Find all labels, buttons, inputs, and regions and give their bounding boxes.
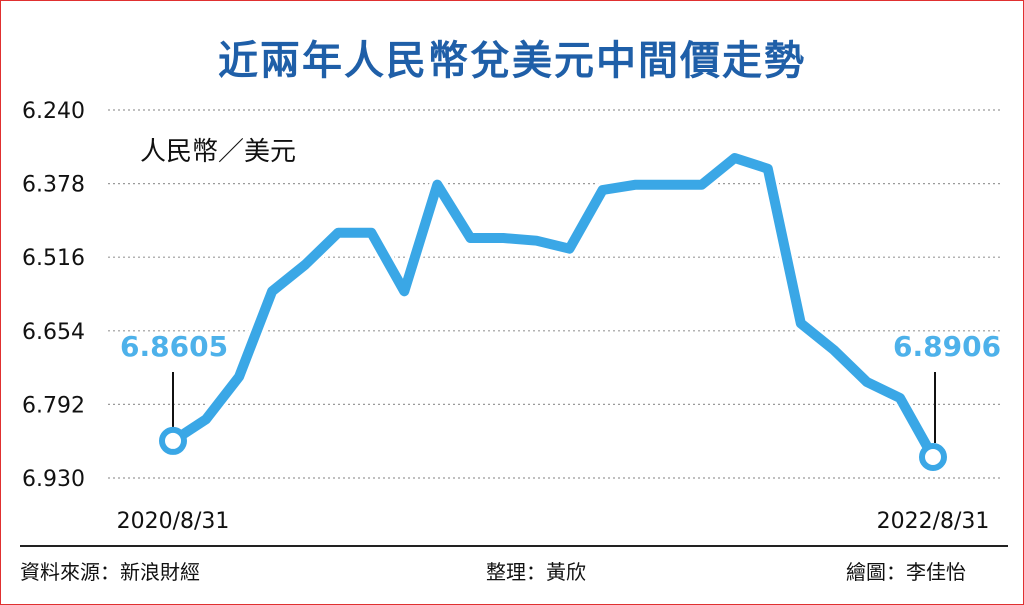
gridlines xyxy=(108,109,1002,479)
y-tick-label: 6.516 xyxy=(22,246,85,271)
series-line-path xyxy=(168,153,938,462)
footer-divider xyxy=(20,545,1008,547)
y-tick-label: 6.792 xyxy=(22,393,85,418)
x-tick-label: 2022/8/31 xyxy=(877,509,990,534)
series-line-outline xyxy=(165,150,941,465)
y-tick-label: 6.378 xyxy=(22,173,85,198)
x-axis-ticks: 2020/8/31 2022/8/31 xyxy=(117,509,990,534)
series-line xyxy=(165,150,941,465)
editor-credit: 整理：黃欣 xyxy=(486,560,586,584)
callout-value: 6.8605 xyxy=(120,330,228,363)
chart-title: 近兩年人民幣兌美元中間價走勢 xyxy=(218,38,806,84)
callouts: 6.8605 6.8906 xyxy=(120,330,1001,471)
y-tick-label: 6.930 xyxy=(22,467,85,492)
x-tick-label: 2020/8/31 xyxy=(117,509,230,534)
endpoint-marker xyxy=(919,442,947,471)
y-tick-label: 6.654 xyxy=(22,320,85,345)
endpoint-marker xyxy=(159,426,187,455)
unit-label: 人民幣／美元 xyxy=(140,137,296,167)
y-axis-ticks: 6.240 6.378 6.516 6.654 6.792 6.930 xyxy=(22,99,85,492)
y-tick-label: 6.240 xyxy=(22,99,85,124)
source-credit: 資料來源：新浪財經 xyxy=(20,560,200,584)
callout-value: 6.8906 xyxy=(893,330,1001,363)
artist-credit: 繪圖：李佳怡 xyxy=(846,560,966,584)
